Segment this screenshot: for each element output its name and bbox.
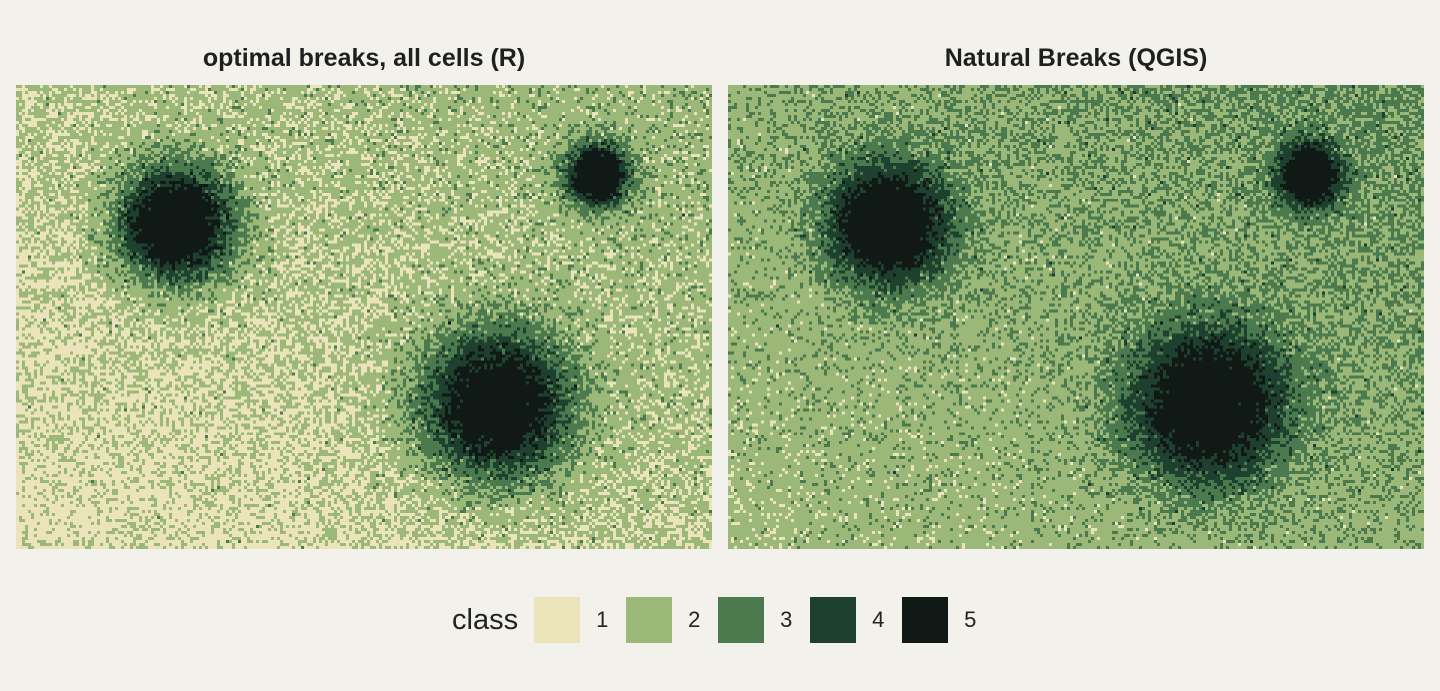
legend-label-5: 5 [964, 607, 977, 632]
legend-label-4: 4 [872, 607, 885, 632]
legend-item-2: 2 [626, 597, 702, 643]
legend-swatch-3 [718, 597, 765, 643]
natural-breaks-raster [728, 85, 1424, 549]
legend: class 1 2 3 4 5 [452, 596, 994, 644]
right-panel-title: Natural Breaks (QGIS) [944, 44, 1208, 72]
legend-swatch-4 [810, 597, 857, 643]
legend-title: class [452, 603, 519, 636]
legend-item-3: 3 [718, 597, 794, 643]
legend-label-2: 2 [688, 607, 701, 632]
legend-swatch-2 [626, 597, 673, 643]
legend-swatch-1 [534, 597, 581, 643]
legend-label-3: 3 [780, 607, 793, 632]
legend-label-1: 1 [596, 607, 609, 632]
legend-item-1: 1 [534, 597, 610, 643]
legend-swatch-5 [902, 597, 949, 643]
legend-item-4: 4 [810, 597, 886, 643]
optimal-breaks-raster [16, 85, 712, 549]
left-panel-title: optimal breaks, all cells (R) [202, 44, 526, 72]
legend-item-5: 5 [902, 597, 978, 643]
